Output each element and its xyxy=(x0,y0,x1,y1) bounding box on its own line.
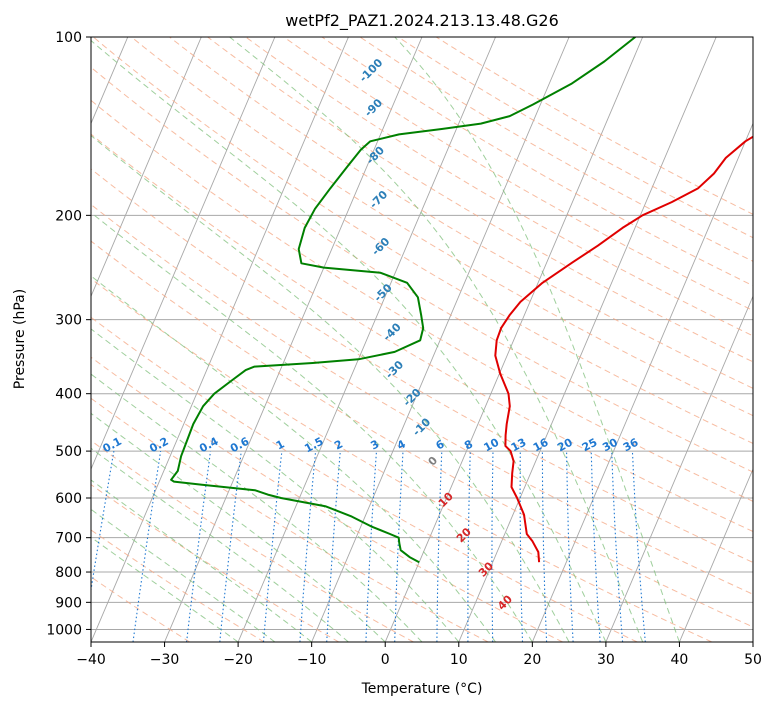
y-tick-label: 600 xyxy=(55,491,82,507)
mixing-ratio-label: 36 xyxy=(621,435,641,454)
isotherm-line xyxy=(91,37,202,298)
x-tick-label: 20 xyxy=(523,652,541,668)
y-tick-label: 900 xyxy=(55,595,82,611)
mixing-ratio-line xyxy=(91,451,115,594)
isotherm-line xyxy=(384,37,644,642)
x-tick-label: 0 xyxy=(381,652,390,668)
chart-title: wetPf2_PAZ1.2024.213.13.48.G26 xyxy=(285,11,559,31)
y-tick-label: 500 xyxy=(55,444,82,460)
x-axis-ticks: −40 −30 −20 −10 0 10 20 30 40 50 xyxy=(76,642,762,668)
background-lines xyxy=(91,37,753,642)
x-tick-label: 30 xyxy=(597,652,615,668)
isotherm-line xyxy=(237,37,496,642)
x-axis-title: Temperature (°C) xyxy=(361,681,483,697)
plot-frame xyxy=(90,36,754,643)
mixing-ratio-label: 30 xyxy=(600,436,620,455)
isotherm-line xyxy=(605,295,753,642)
dry-adiabat-line xyxy=(169,37,753,389)
moist-adiabat-line xyxy=(91,508,276,642)
dry-adiabat-line xyxy=(91,483,340,642)
isotherm-line xyxy=(531,122,753,642)
dry-adiabat-line xyxy=(91,356,563,642)
x-tick-label: −30 xyxy=(150,652,180,668)
isotherm-line xyxy=(91,37,349,642)
dry-adiabat-line xyxy=(91,168,753,563)
y-tick-label: 100 xyxy=(55,30,82,46)
x-tick-label: 50 xyxy=(744,652,762,668)
x-tick-label: 40 xyxy=(671,652,689,668)
moist-adiabat-line xyxy=(394,37,680,642)
y-axis-ticks: 100 200 300 400 500 600 700 800 900 1000 xyxy=(46,30,91,638)
dry-adiabat-line xyxy=(397,37,753,239)
y-tick-label: 800 xyxy=(55,565,82,581)
dewpoint-profile-line xyxy=(170,37,636,564)
mixing-ratio-label: 16 xyxy=(531,436,551,455)
dry-adiabat-line xyxy=(435,37,753,215)
isotherm-line xyxy=(164,37,423,642)
moist-adiabat-line xyxy=(91,211,533,642)
mixing-ratio-label: 10 xyxy=(482,436,502,455)
y-tick-label: 300 xyxy=(55,313,82,329)
moist-adiabat-line xyxy=(91,39,607,642)
y-tick-label: 1000 xyxy=(46,622,82,638)
moist-adiabat-line xyxy=(91,447,349,642)
isotherm-line xyxy=(679,467,753,642)
moist-adiabat-line xyxy=(91,134,570,642)
x-tick-label: −10 xyxy=(297,652,327,668)
moist-adiabat-line xyxy=(91,536,239,642)
y-tick-label: 400 xyxy=(55,387,82,403)
dry-adiabat-line xyxy=(91,66,753,473)
mixing-ratio-line xyxy=(132,451,162,642)
x-tick-label: −40 xyxy=(76,652,106,668)
x-tick-label: 10 xyxy=(450,652,468,668)
isotherm-line xyxy=(458,37,717,642)
y-tick-label: 200 xyxy=(55,208,82,224)
isotherm-line xyxy=(91,37,276,471)
dry-adiabat-line xyxy=(91,133,753,533)
dry-adiabat-line xyxy=(131,37,753,417)
moist-adiabat-line xyxy=(91,275,497,642)
dry-adiabat-line xyxy=(91,440,414,642)
y-axis-title: Pressure (hPa) xyxy=(12,289,28,389)
profile-lines xyxy=(170,37,753,564)
mixing-ratio-line xyxy=(186,451,212,642)
dry-adiabat-line xyxy=(91,316,638,642)
mixing-ratio-label: 13 xyxy=(509,436,529,455)
x-tick-label: −20 xyxy=(223,652,253,668)
mixing-ratio-label: 20 xyxy=(555,436,575,455)
mixing-ratio-line xyxy=(219,451,242,642)
y-tick-label: 700 xyxy=(55,531,82,547)
temperature-profile-line xyxy=(494,135,753,563)
dry-adiabat-line xyxy=(91,99,753,502)
dry-adiabat-line xyxy=(91,240,753,628)
moist-adiabat-line xyxy=(229,37,644,642)
dry-adiabat-line xyxy=(91,203,753,595)
dry-adiabat-line xyxy=(92,37,753,444)
mixing-ratio-label: 25 xyxy=(580,436,600,455)
